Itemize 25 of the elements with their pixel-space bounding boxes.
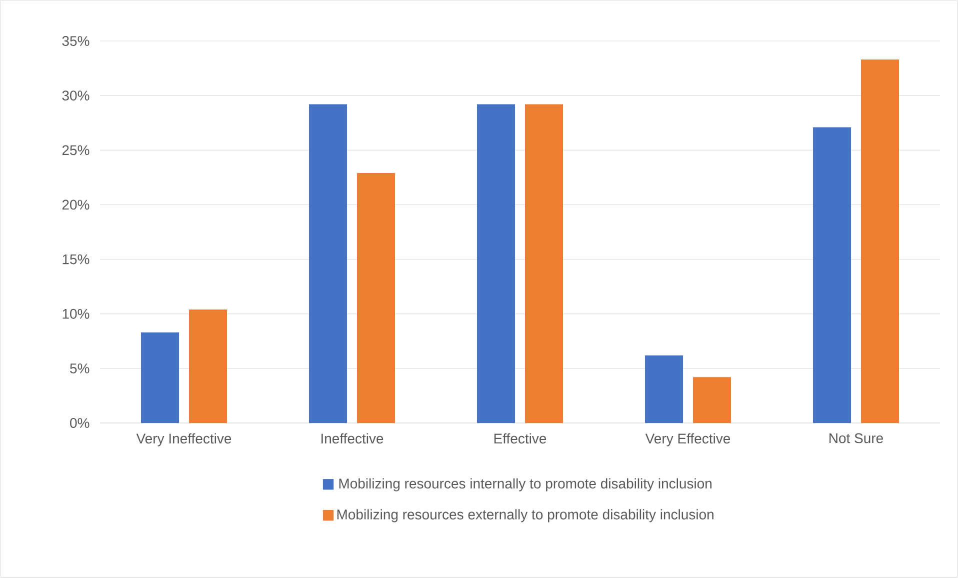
legend-label: Mobilizing resources externally to promote disability inclusion — [337, 509, 714, 522]
x-tick-label: Very Effective — [645, 433, 730, 446]
legend-label: Mobilizing resources internally to promote disability inclusion — [339, 478, 712, 492]
y-tick-label: 10% — [62, 308, 90, 319]
x-tick-label: Effective — [494, 433, 546, 444]
bar — [477, 104, 515, 423]
x-tick-label: Not Sure — [830, 433, 883, 444]
y-tick-label: 25% — [62, 145, 90, 156]
y-tick-label: 30% — [62, 90, 90, 101]
y-tick-label: 20% — [62, 200, 90, 210]
bar — [309, 104, 348, 423]
bar — [644, 355, 683, 423]
y-tick-label: 5% — [70, 364, 90, 374]
x-tick-label: Very Ineffective — [136, 433, 232, 446]
y-tick-label: 0% — [70, 418, 90, 428]
bar — [860, 60, 899, 423]
bar — [692, 377, 731, 423]
bar — [357, 173, 395, 423]
y-tick-label: 35% — [62, 36, 90, 46]
x-tick-label: Ineffective — [322, 433, 384, 444]
y-tick-label: 15% — [62, 254, 90, 264]
bar — [812, 127, 851, 423]
bar — [189, 309, 228, 423]
bar — [141, 332, 180, 423]
bar — [525, 104, 563, 423]
